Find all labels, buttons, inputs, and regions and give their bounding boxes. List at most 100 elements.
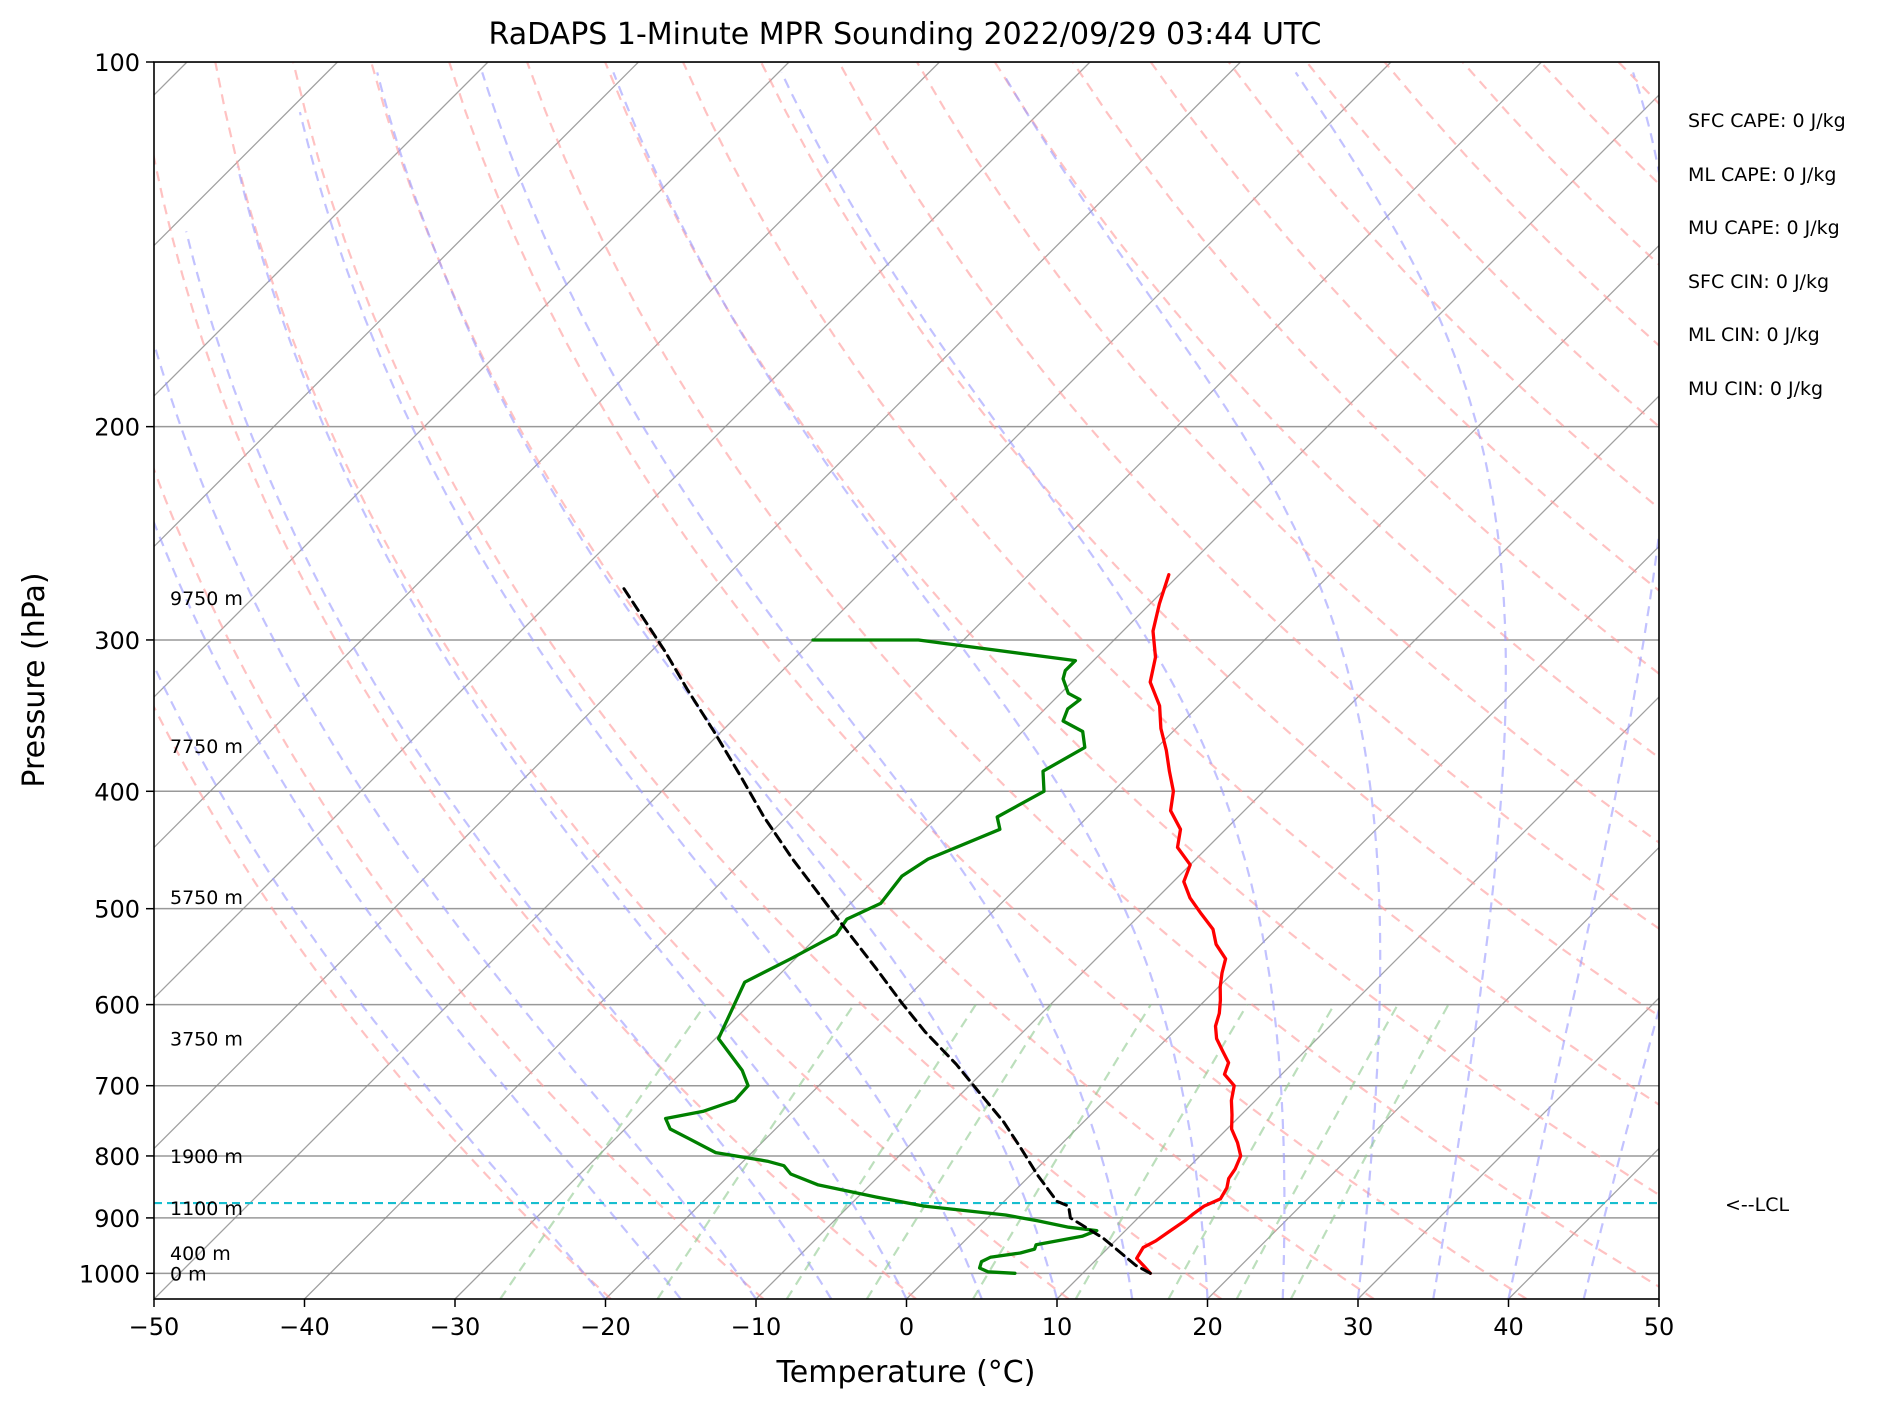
- moist-adiabat: [154, 663, 607, 1299]
- ml-cin-stat: ML CIN: 0 J/kg: [1688, 324, 1820, 346]
- x-tick-label: 10: [1042, 1313, 1073, 1341]
- isotherm-gridline: [304, 62, 1542, 1299]
- moist-adiabat: [236, 166, 908, 1299]
- dry-adiabat: [1071, 62, 1659, 676]
- mixing-ratio-line: [1167, 1004, 1336, 1299]
- isotherm-gridline: [154, 62, 1241, 1150]
- isotherm-gridline: [154, 62, 790, 698]
- height-label: 3750 m: [170, 1029, 243, 1051]
- isotherm-gridline: [454, 94, 1659, 1299]
- moist-adiabat: [1507, 72, 1659, 1299]
- axes: −50 −40 −30 −20 −10 0 10 20 30 40 50 100 200 300 400 50…: [79, 49, 1674, 1341]
- mu-cin-stat: MU CIN: 0 J/kg: [1688, 378, 1824, 400]
- height-label: 1900 m: [170, 1146, 243, 1168]
- height-label: 400 m: [170, 1243, 231, 1265]
- dry-adiabat: [214, 62, 1070, 1299]
- isotherm-gridline: [1207, 846, 1659, 1299]
- moist-adiabat: [612, 71, 1209, 1299]
- dry-adiabat: [760, 62, 1659, 1018]
- moist-adiabat: [376, 72, 1059, 1299]
- sfc-cape-stat: SFC CAPE: 0 J/kg: [1688, 110, 1846, 132]
- lcl-label: <--LCL: [1725, 1194, 1789, 1216]
- height-labels: 9750 m 7750 m 5750 m 3750 m 1900 m 1100 m 400 …: [170, 588, 243, 1285]
- height-label: 0 m: [170, 1263, 207, 1285]
- moist-adiabat: [154, 339, 757, 1299]
- height-label: 5750 m: [170, 887, 243, 909]
- parcel-trace: [622, 586, 1152, 1275]
- x-tick-label: 0: [899, 1313, 914, 1341]
- sounding-traces: [154, 573, 1659, 1275]
- y-axis-label: Pressure (hPa): [17, 572, 52, 787]
- x-tick-label: 40: [1493, 1313, 1524, 1341]
- moist-adiabat: [1001, 71, 1382, 1299]
- dry-adiabat: [526, 62, 1659, 1289]
- background-grid: [154, 62, 1882, 1299]
- y-tick-label: 1000: [79, 1260, 140, 1288]
- dry-adiabat: [915, 62, 1659, 844]
- sfc-cin-stat: SFC CIN: 0 J/kg: [1688, 271, 1830, 293]
- mu-cape-stat: MU CAPE: 0 J/kg: [1688, 217, 1840, 239]
- isotherm-gridline: [154, 62, 489, 397]
- dry-adiabat: [154, 704, 612, 1299]
- isotherm-gridline: [1810, 62, 1882, 1299]
- mixing-ratio-line: [1289, 1004, 1450, 1299]
- isotherm-gridline: [605, 244, 1659, 1299]
- y-tick-label: 700: [94, 1073, 140, 1101]
- plot-frame: [153, 61, 1660, 1300]
- dry-adiabat: [1617, 62, 1659, 106]
- x-tick-label: 20: [1192, 1313, 1223, 1341]
- y-tick-label: 800: [94, 1143, 140, 1171]
- x-tick-label: −40: [279, 1313, 330, 1341]
- mixing-ratio-line: [1235, 1004, 1399, 1299]
- height-label: 7750 m: [170, 736, 243, 758]
- mixing-ratio-line: [656, 1003, 855, 1299]
- dry-adiabat: [1539, 62, 1659, 186]
- y-tick-label: 900: [94, 1205, 140, 1233]
- isotherm-gridline: [1508, 1147, 1659, 1299]
- isotherm-gridline: [154, 62, 639, 548]
- x-tick-label: 50: [1644, 1313, 1675, 1341]
- dry-adiabat: [1696, 62, 1882, 1299]
- moist-adiabat: [1294, 71, 1507, 1299]
- x-tick-label: −10: [731, 1313, 782, 1341]
- dry-adiabat: [154, 466, 765, 1299]
- height-label: 1100 m: [170, 1198, 243, 1220]
- isotherm-gridline: [1658, 1298, 1659, 1299]
- dry-adiabat: [1149, 62, 1659, 592]
- dry-adiabat: [292, 62, 1223, 1299]
- x-tick-label: 30: [1343, 1313, 1374, 1341]
- x-tick-label: −50: [129, 1313, 180, 1341]
- mixing-ratio-line: [785, 1003, 977, 1299]
- dry-adiabat: [837, 62, 1659, 930]
- moist-adiabat: [481, 72, 1134, 1299]
- moist-adiabat: [185, 231, 833, 1299]
- y-tick-label: 200: [94, 414, 140, 442]
- temperature-trace: [1135, 573, 1243, 1275]
- isotherm-gridline: [755, 395, 1659, 1299]
- ml-cape-stat: ML CAPE: 0 J/kg: [1688, 164, 1837, 186]
- mixing-ratio-line: [865, 1004, 1053, 1299]
- y-tick-label: 600: [94, 992, 140, 1020]
- isotherm-gridline: [154, 62, 1091, 999]
- y-tick-label: 300: [94, 627, 140, 655]
- x-tick-label: −30: [430, 1313, 481, 1341]
- isotherm-gridline: [1056, 696, 1659, 1299]
- moist-adiabat: [154, 519, 682, 1299]
- isotherm-gridline: [154, 62, 940, 849]
- dry-adiabat: [604, 62, 1659, 1197]
- mixing-ratio-line: [499, 1003, 707, 1299]
- dry-adiabat: [448, 62, 1528, 1299]
- dry-adiabat: [993, 62, 1659, 760]
- moist-adiabat: [298, 111, 983, 1299]
- dry-adiabat: [370, 62, 1375, 1299]
- dry-adiabat: [1774, 62, 1882, 1299]
- dry-adiabat: [682, 62, 1659, 1106]
- y-tick-label: 100: [94, 49, 140, 77]
- height-label: 9750 m: [170, 588, 243, 610]
- x-axis-label: Temperature (°C): [776, 1355, 1036, 1390]
- dry-adiabat: [154, 152, 917, 1299]
- isotherm-gridline: [1357, 997, 1659, 1299]
- moist-adiabat: [1582, 1005, 1659, 1299]
- isotherm-gridline: [906, 545, 1659, 1299]
